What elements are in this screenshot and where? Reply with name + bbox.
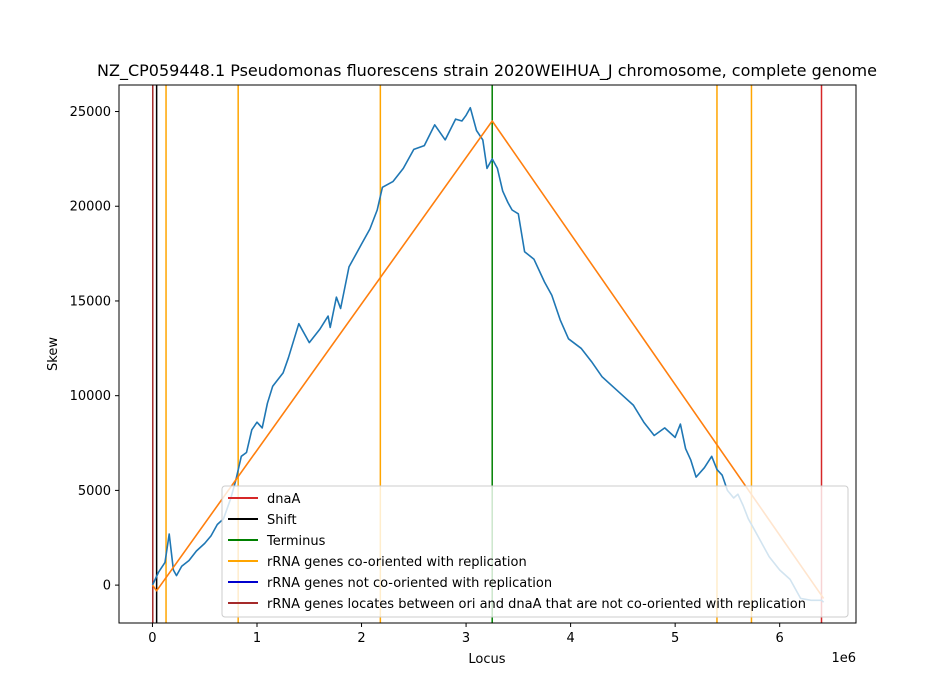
x-tick-label: 1: [253, 631, 261, 646]
legend-label: rRNA genes locates between ori and dnaA …: [267, 597, 806, 612]
chart-title: NZ_CP059448.1 Pseudomonas fluorescens st…: [97, 61, 877, 81]
legend: dnaA Shift Terminus rRNA genes co-oriented …: [221, 485, 849, 618]
legend-box: [221, 485, 849, 618]
y-tick-label: 5000: [78, 484, 111, 499]
fit-line: [151, 120, 825, 599]
y-axis: 0 5000 10000 15000 20000 25000: [70, 105, 119, 594]
y-axis-label: Skew: [46, 337, 61, 371]
legend-label: Shift: [267, 513, 297, 528]
y-tick-label: 15000: [70, 294, 111, 309]
skew-line: [151, 106, 825, 603]
x-tick-label: 3: [462, 631, 470, 646]
x-tick-label: 6: [776, 631, 784, 646]
x-axis: 0 1 2 3 4 5 6: [148, 623, 784, 646]
x-axis-label: Locus: [468, 652, 505, 667]
y-tick-label: 10000: [70, 389, 111, 404]
x-tick-label: 4: [566, 631, 574, 646]
x-tick-label: 5: [671, 631, 679, 646]
y-tick-label: 0: [103, 579, 111, 594]
data-lines: [151, 106, 825, 603]
legend-label: Terminus: [266, 534, 326, 549]
x-tick-label: 0: [148, 631, 156, 646]
x-axis-offset-text: 1e6: [831, 651, 856, 666]
legend-label: rRNA genes co-oriented with replication: [267, 555, 527, 570]
y-tick-label: 25000: [70, 105, 111, 120]
plot-frame: [118, 84, 857, 624]
legend-label: dnaA: [267, 492, 300, 507]
y-tick-label: 20000: [70, 200, 111, 215]
x-tick-label: 2: [357, 631, 365, 646]
legend-entries: dnaA Shift Terminus rRNA genes co-oriented …: [228, 492, 806, 612]
legend-label: rRNA genes not co-oriented with replicat…: [267, 576, 552, 591]
